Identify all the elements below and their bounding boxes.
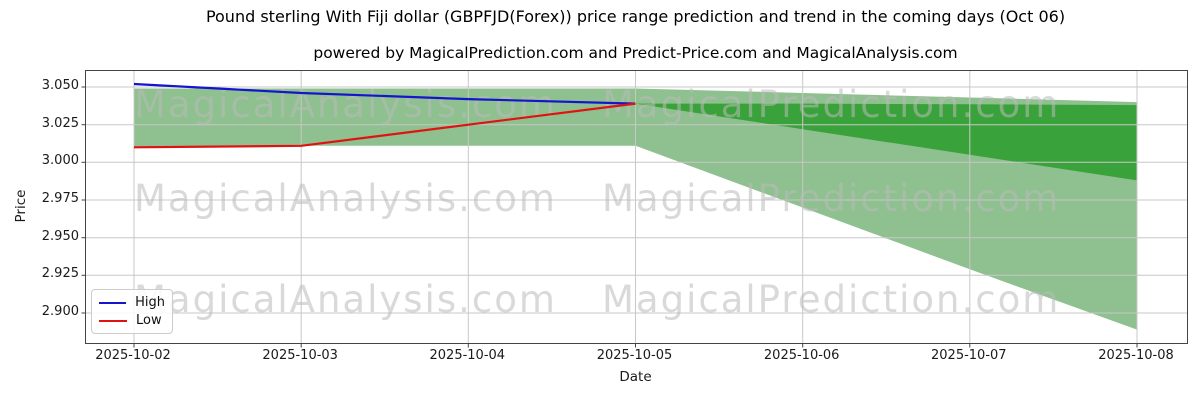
y-tick-label: 2.900 bbox=[41, 304, 79, 319]
watermark-text: MagicalPrediction.com bbox=[602, 83, 1060, 126]
y-axis-label: Price bbox=[13, 189, 29, 223]
legend: High Low bbox=[91, 289, 173, 334]
chart-subtitle: powered by MagicalPrediction.com and Pre… bbox=[313, 44, 958, 62]
watermark-text: MagicalPrediction.com bbox=[602, 278, 1060, 321]
y-tick-label: 3.000 bbox=[41, 153, 79, 169]
legend-item-high: High bbox=[99, 295, 165, 311]
legend-high-line-swatch bbox=[99, 302, 127, 304]
x-tick-label: 2025-10-06 bbox=[763, 348, 840, 363]
series-line-high bbox=[133, 82, 636, 105]
legend-high-label: High bbox=[135, 295, 165, 310]
plot-area: MagicalAnalysis.com MagicalPrediction.com… bbox=[81, 70, 1188, 348]
x-tick-label: 2025-10-05 bbox=[596, 348, 673, 363]
legend-low-line-swatch bbox=[99, 320, 127, 322]
plot-canvas: MagicalAnalysis.com MagicalPrediction.com… bbox=[81, 71, 1187, 348]
watermark-text: MagicalAnalysis.com bbox=[134, 177, 557, 220]
x-tick-label: 2025-10-03 bbox=[262, 348, 338, 363]
band-outer-prediction-range bbox=[134, 88, 1137, 330]
x-tick-label: 2025-10-08 bbox=[1098, 348, 1174, 363]
series-line-low bbox=[133, 102, 636, 149]
legend-item-low: Low bbox=[99, 313, 165, 329]
y-tick-label: 2.950 bbox=[41, 228, 79, 244]
watermark-text: MagicalPrediction.com bbox=[602, 177, 1060, 220]
y-tick-label: 2.975 bbox=[41, 191, 79, 206]
x-tick-label: 2025-10-04 bbox=[429, 348, 506, 363]
watermark-text: MagicalAnalysis.com bbox=[134, 83, 557, 126]
watermark-text: MagicalAnalysis.com bbox=[134, 278, 557, 321]
y-tick-label: 3.025 bbox=[41, 115, 79, 131]
legend-low-label: Low bbox=[136, 313, 162, 328]
y-tick-label: 2.925 bbox=[41, 266, 79, 282]
y-tick-label: 3.050 bbox=[41, 78, 79, 93]
x-tick-label: 2025-10-07 bbox=[931, 348, 1007, 363]
band-inner-prediction-range bbox=[635, 103, 1137, 181]
x-tick-label: 2025-10-02 bbox=[95, 348, 171, 363]
chart-title: Pound sterling With Fiji dollar (GBPFJD(… bbox=[205, 7, 1066, 26]
x-axis-label: Date bbox=[619, 369, 652, 385]
